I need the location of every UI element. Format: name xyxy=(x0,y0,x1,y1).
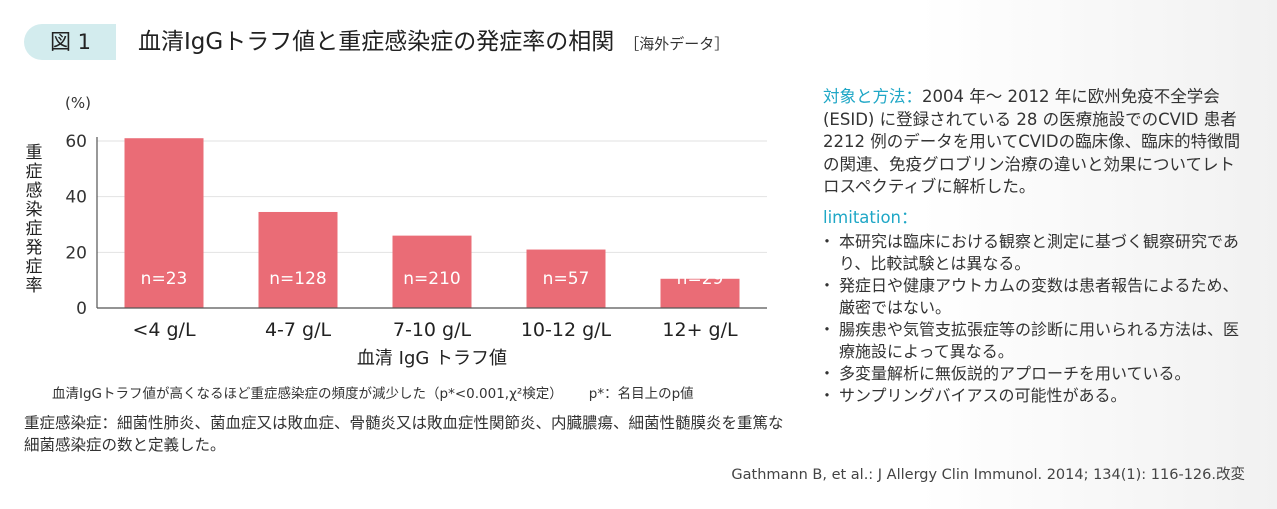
bar xyxy=(124,138,204,308)
y-axis-label-char: 発 xyxy=(26,238,43,258)
pvalue-note: p*：名目上のp値 xyxy=(588,386,694,402)
x-tick-label: <4 g/L xyxy=(132,319,196,341)
limitation-item: 多変量解析に無仮説的アプローチを用いている。 xyxy=(819,363,1251,385)
y-axis-label-char: 症 xyxy=(26,162,43,182)
limitation-item: 腸疾患や気管支拡張症等の診断に用いられる方法は、医療施設によって異なる。 xyxy=(819,319,1251,363)
figure-label: 図 1 xyxy=(24,24,116,60)
y-axis-label-char: 重 xyxy=(26,143,43,163)
method-text: 2004 年～ 2012 年に欧州免疫不全学会 (ESID) に登録されている … xyxy=(823,87,1241,196)
limitation-item: サンプリングバイアスの可能性がある。 xyxy=(819,385,1251,407)
figure-title: 血清IgGトラフ値と重症感染症の発症率の相関 ［海外データ］ xyxy=(138,27,729,59)
x-tick-label: 12+ g/L xyxy=(662,319,738,341)
x-tick-label: 7-10 g/L xyxy=(393,319,472,341)
bar-data-label: n=29 xyxy=(677,269,724,289)
chart-caption: 血清IgGトラフ値が高くなるほど重症感染症の頻度が減少した（p*<0.001,χ… xyxy=(52,382,694,402)
y-axis-label-char: 症 xyxy=(26,219,43,239)
y-axis-label-char: 感 xyxy=(26,181,43,201)
bar-data-label: n=23 xyxy=(141,269,188,289)
bar-data-label: n=57 xyxy=(543,269,590,289)
study-info-panel: 対象と方法：2004 年～ 2012 年に欧州免疫不全学会 (ESID) に登録… xyxy=(819,86,1251,407)
y-tick-label: 20 xyxy=(65,243,87,263)
chart-caption-text: 血清IgGトラフ値が高くなるほど重症感染症の頻度が減少した（p*<0.001,χ… xyxy=(52,386,563,402)
overseas-data-tag: ［海外データ］ xyxy=(624,35,730,53)
x-tick-label: 4-7 g/L xyxy=(265,319,332,341)
x-axis-title: 血清 IgG トラフ値 xyxy=(357,348,507,369)
x-tick-label: 10-12 g/L xyxy=(521,319,612,341)
bar xyxy=(258,211,338,308)
figure-title-text: 血清IgGトラフ値と重症感染症の発症率の相関 xyxy=(138,29,615,55)
limitation-item: 発症日や健康アウトカムの変数は患者報告によるため、厳密ではない。 xyxy=(819,275,1251,319)
y-tick-label: 60 xyxy=(65,132,87,152)
limitation-item: 本研究は臨床における観察と測定に基づく観察研究であり、比較試験とは異なる。 xyxy=(819,231,1251,275)
bar-data-label: n=128 xyxy=(269,269,326,289)
bar xyxy=(526,249,606,308)
y-unit-label: (%) xyxy=(65,94,91,112)
y-axis-label-char: 染 xyxy=(26,200,43,220)
limitation-heading: limitation： xyxy=(823,207,918,227)
limitation-list: 本研究は臨床における観察と測定に基づく観察研究であり、比較試験とは異なる。 発症… xyxy=(819,231,1251,407)
y-axis-label-char: 症 xyxy=(26,257,43,277)
y-tick-label: 0 xyxy=(76,299,87,319)
citation: Gathmann B, et al.: J Allergy Clin Immun… xyxy=(731,467,1245,483)
method-heading: 対象と方法： xyxy=(823,87,922,106)
bar-data-label: n=210 xyxy=(403,269,460,289)
severe-infection-definition: 重症感染症：細菌性肺炎、菌血症又は敗血症、骨髄炎又は敗血症性関節炎、内臓膿瘍、細… xyxy=(24,414,784,454)
y-tick-label: 40 xyxy=(65,188,87,208)
bar xyxy=(660,278,740,308)
method-block: 対象と方法：2004 年～ 2012 年に欧州免疫不全学会 (ESID) に登録… xyxy=(823,86,1251,199)
bar xyxy=(392,235,472,308)
y-axis-label-char: 率 xyxy=(26,276,43,296)
